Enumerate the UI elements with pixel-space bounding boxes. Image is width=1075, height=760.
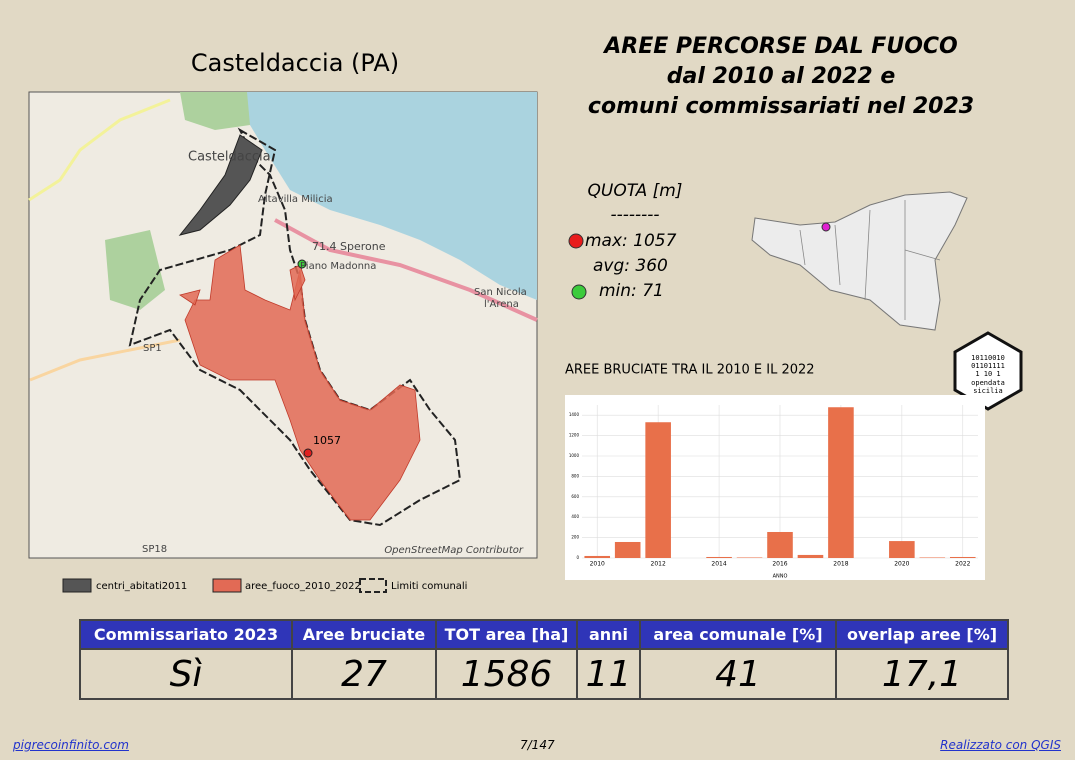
motorway bbox=[274, 218, 538, 322]
x-tick-label: 2022 bbox=[955, 561, 970, 568]
bar bbox=[614, 541, 641, 558]
x-tick-label: 2012 bbox=[651, 561, 666, 568]
quota-title: QUOTA [m] bbox=[588, 181, 683, 201]
table-header: anni bbox=[576, 619, 641, 650]
legend-swatch bbox=[359, 578, 387, 593]
burned-areas bbox=[179, 244, 421, 521]
y-tick-label: 0 bbox=[576, 555, 579, 560]
legend-label: Limiti comunali bbox=[391, 581, 467, 592]
y-tick-label: 200 bbox=[571, 535, 579, 540]
title-line: comuni commissariati nel 2023 bbox=[588, 94, 974, 119]
table-header: Commissariato 2023 bbox=[79, 619, 293, 650]
y-tick-label: 1200 bbox=[569, 433, 580, 438]
y-tick-label: 800 bbox=[571, 473, 579, 478]
table-cell: 41 bbox=[639, 648, 837, 700]
quota-max: max: 1057 bbox=[585, 231, 677, 251]
bar bbox=[949, 556, 976, 558]
logo-text: 01101111 bbox=[971, 362, 1005, 370]
bar bbox=[645, 422, 671, 558]
page-number: 7/147 bbox=[520, 738, 555, 752]
y-tick-label: 600 bbox=[571, 494, 579, 499]
place-label: Altavilla Milicia bbox=[258, 194, 333, 205]
logo bbox=[953, 331, 1023, 411]
logo-text: sicilia bbox=[973, 387, 1003, 395]
bar bbox=[706, 556, 732, 558]
place-label: Casteldaccia bbox=[188, 150, 271, 165]
stats-table: Commissariato 2023 Aree bruciate TOT are… bbox=[79, 619, 1009, 700]
quota-avg: avg: 360 bbox=[593, 256, 668, 276]
bar bbox=[584, 555, 611, 558]
x-tick-label: 2016 bbox=[772, 561, 787, 568]
table-header: overlap aree [%] bbox=[835, 619, 1009, 650]
x-tick-label: 2018 bbox=[833, 561, 848, 568]
bar bbox=[919, 557, 946, 558]
min-point bbox=[297, 259, 307, 269]
min-marker bbox=[571, 284, 587, 300]
logo-text: 10110010 bbox=[971, 354, 1005, 362]
attribution: OpenStreetMap Contributor bbox=[384, 545, 524, 556]
footer-link[interactable]: Realizzato con QGIS bbox=[940, 738, 1061, 752]
place-label: San Nicola bbox=[474, 287, 527, 298]
map: Casteldaccia Altavilla Milicia 71.4 Sper… bbox=[28, 91, 538, 559]
logo-text: opendata bbox=[971, 379, 1005, 387]
max-marker bbox=[568, 233, 584, 249]
max-point bbox=[303, 448, 313, 458]
y-tick-label: 1400 bbox=[569, 412, 580, 417]
urban-area bbox=[178, 134, 263, 236]
table-cell: 11 bbox=[576, 648, 641, 700]
bar bbox=[736, 557, 763, 558]
location-marker bbox=[821, 222, 831, 232]
legend-swatch bbox=[62, 578, 92, 593]
table-cell: Sì bbox=[79, 648, 293, 700]
place-label: Piano Madonna bbox=[300, 261, 376, 272]
bar bbox=[767, 531, 793, 558]
road bbox=[28, 98, 171, 202]
x-axis-label: ANNO bbox=[773, 574, 788, 580]
park bbox=[180, 92, 250, 130]
title-line: AREE PERCORSE DAL FUOCO bbox=[602, 34, 958, 59]
footer-link[interactable]: pigrecoinfinito.com bbox=[13, 738, 129, 752]
y-tick-label: 400 bbox=[571, 514, 579, 519]
table-cell: 17,1 bbox=[835, 648, 1009, 700]
x-tick-label: 2020 bbox=[894, 561, 909, 568]
sicily-map bbox=[751, 191, 968, 331]
table-cell: 27 bbox=[291, 648, 437, 700]
table-header: TOT area [ha] bbox=[435, 619, 578, 650]
table-header: Aree bruciate bbox=[291, 619, 437, 650]
place-label: l'Arena bbox=[484, 299, 519, 310]
park bbox=[105, 230, 165, 310]
road-label: SP1 bbox=[143, 343, 162, 354]
x-tick-label: 2014 bbox=[711, 561, 726, 568]
table-header: area comunale [%] bbox=[639, 619, 837, 650]
x-tick-label: 2010 bbox=[590, 561, 605, 568]
y-tick-label: 1000 bbox=[569, 453, 580, 458]
chart-title: AREE BRUCIATE TRA IL 2010 E IL 2022 bbox=[565, 363, 815, 378]
logo-text: 1 10 1 bbox=[975, 370, 1000, 378]
quota-min: min: 71 bbox=[599, 281, 664, 301]
road bbox=[29, 338, 181, 382]
province-borders bbox=[799, 200, 941, 320]
place-label: 71.4 Sperone bbox=[312, 240, 386, 253]
bar bbox=[889, 541, 915, 558]
legend-swatch bbox=[212, 578, 242, 593]
bar bbox=[797, 554, 824, 558]
quota-separator: -------- bbox=[610, 205, 659, 225]
road-label: SP18 bbox=[142, 544, 167, 555]
legend-label: aree_fuoco_2010_2022 bbox=[245, 581, 361, 592]
table-cell: 1586 bbox=[435, 648, 578, 700]
max-label: 1057 bbox=[313, 434, 341, 447]
legend-label: centri_abitati2011 bbox=[96, 581, 187, 592]
map-title: Casteldaccia (PA) bbox=[191, 49, 399, 77]
bar bbox=[828, 407, 854, 558]
sea bbox=[247, 92, 537, 300]
title-line: dal 2010 al 2022 e bbox=[667, 64, 896, 89]
municipal-boundary bbox=[128, 127, 462, 527]
